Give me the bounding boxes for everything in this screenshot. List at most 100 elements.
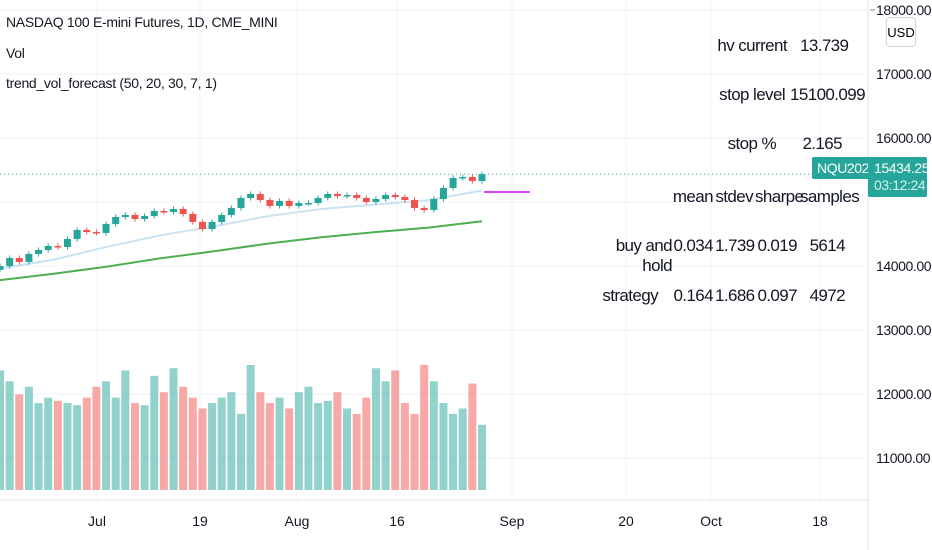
volume-bar	[458, 408, 467, 490]
candle-body	[324, 194, 332, 198]
volume-bar	[275, 397, 284, 490]
candle-body	[179, 208, 187, 214]
row-stdev: 1.739	[715, 236, 755, 255]
price-label: 11000.00	[876, 450, 931, 466]
volume-bar	[237, 413, 245, 490]
candle-body	[333, 194, 341, 196]
stop-pct-value: 2.165	[802, 134, 842, 153]
slow-moving-average-line	[0, 220, 483, 282]
volume-bar	[102, 381, 111, 490]
candle-body	[92, 232, 100, 234]
volume-bar	[188, 397, 197, 490]
volume-bar	[111, 397, 120, 490]
candle-body	[160, 211, 168, 213]
price-label: 13000.00	[876, 322, 932, 338]
row-sharpe: 0.019	[757, 236, 797, 255]
volume-bar	[256, 392, 265, 490]
volume-bar	[371, 368, 380, 490]
hv-current-value: 13.739	[800, 36, 849, 55]
volume-bar	[121, 370, 130, 490]
volume-bar	[82, 397, 91, 490]
candle-body	[343, 195, 351, 197]
volume-bar	[5, 381, 14, 490]
candle-body	[304, 203, 312, 205]
volume-bar	[314, 403, 323, 490]
symbol-tag: NQU2021	[812, 157, 882, 179]
perf-header-mean: mean	[672, 187, 714, 206]
row-sharpe: 0.097	[757, 286, 797, 305]
candle-body	[35, 250, 43, 254]
candle-body	[362, 197, 370, 202]
volume-bar	[169, 368, 178, 490]
candle-body	[411, 200, 419, 209]
volume-bar	[429, 381, 438, 490]
candle-body	[131, 214, 139, 220]
candle-body	[208, 221, 216, 230]
candle-body	[285, 200, 293, 206]
volume-bar	[391, 370, 400, 490]
volume-bar	[478, 424, 486, 490]
currency-button[interactable]: USD	[886, 17, 916, 47]
volume-bar	[362, 397, 371, 490]
time-label: 16	[389, 513, 405, 529]
perf-header-sharpe: sharpe	[755, 187, 804, 206]
candle-body	[237, 197, 245, 209]
candle-body	[314, 197, 322, 204]
volume-bar	[410, 413, 419, 490]
bar-countdown: 03:12:24	[874, 177, 926, 193]
volume-bar	[304, 386, 313, 490]
candle-body	[439, 187, 447, 199]
candle-body	[0, 266, 4, 270]
candle-body	[102, 224, 110, 233]
row-samples: 4972	[809, 286, 846, 305]
candle-body	[372, 198, 380, 202]
time-label: 19	[192, 513, 208, 529]
volume-bar	[333, 392, 342, 490]
volume-indicator-label[interactable]: Vol	[6, 45, 25, 61]
candle-body	[468, 176, 476, 182]
row-samples: 5614	[809, 236, 846, 255]
price-label: 17000.00	[876, 66, 932, 82]
row-label: buy and hold	[615, 236, 673, 275]
candle-body	[353, 195, 361, 198]
candle-body	[170, 208, 178, 212]
candle-body	[382, 195, 390, 199]
candle-body	[73, 229, 81, 239]
volume-bar	[352, 413, 361, 490]
volume-bar	[63, 403, 72, 490]
row-stdev: 1.686	[715, 286, 755, 305]
candle-body	[54, 245, 62, 248]
volume-bar	[73, 405, 82, 490]
volume-bar	[44, 397, 53, 490]
candle-body	[44, 245, 52, 250]
time-label: Aug	[284, 513, 310, 529]
price-label: 12000.00	[876, 386, 932, 402]
time-label: Oct	[700, 513, 722, 529]
volume-bar	[198, 408, 207, 490]
candle-body	[141, 216, 149, 220]
volume-bar	[294, 392, 303, 490]
candle-body	[227, 208, 235, 215]
candle-body	[247, 194, 255, 198]
candle-body	[276, 200, 284, 206]
candle-body	[478, 174, 486, 182]
candle-body	[25, 253, 33, 262]
volume-bar	[246, 365, 255, 490]
trend-vol-indicator-label[interactable]: trend_vol_forecast (50, 20, 30, 7, 1)	[6, 75, 217, 91]
volume-bar	[323, 400, 332, 490]
candle-body	[256, 194, 264, 201]
candle-body	[83, 229, 91, 233]
volume-bar	[34, 403, 43, 490]
stop-level-value: 15100.099	[790, 85, 866, 104]
candle-body	[218, 214, 226, 222]
stop-pct-label: stop %	[727, 134, 777, 153]
volume-bar	[92, 386, 101, 490]
volume-bar	[179, 386, 188, 490]
time-label: 20	[618, 513, 634, 529]
volume-bar	[381, 381, 390, 490]
hv-current-label: hv current	[717, 36, 787, 55]
volume-bar	[140, 405, 149, 490]
volume-bar	[130, 403, 139, 490]
volume-bar	[285, 408, 294, 490]
